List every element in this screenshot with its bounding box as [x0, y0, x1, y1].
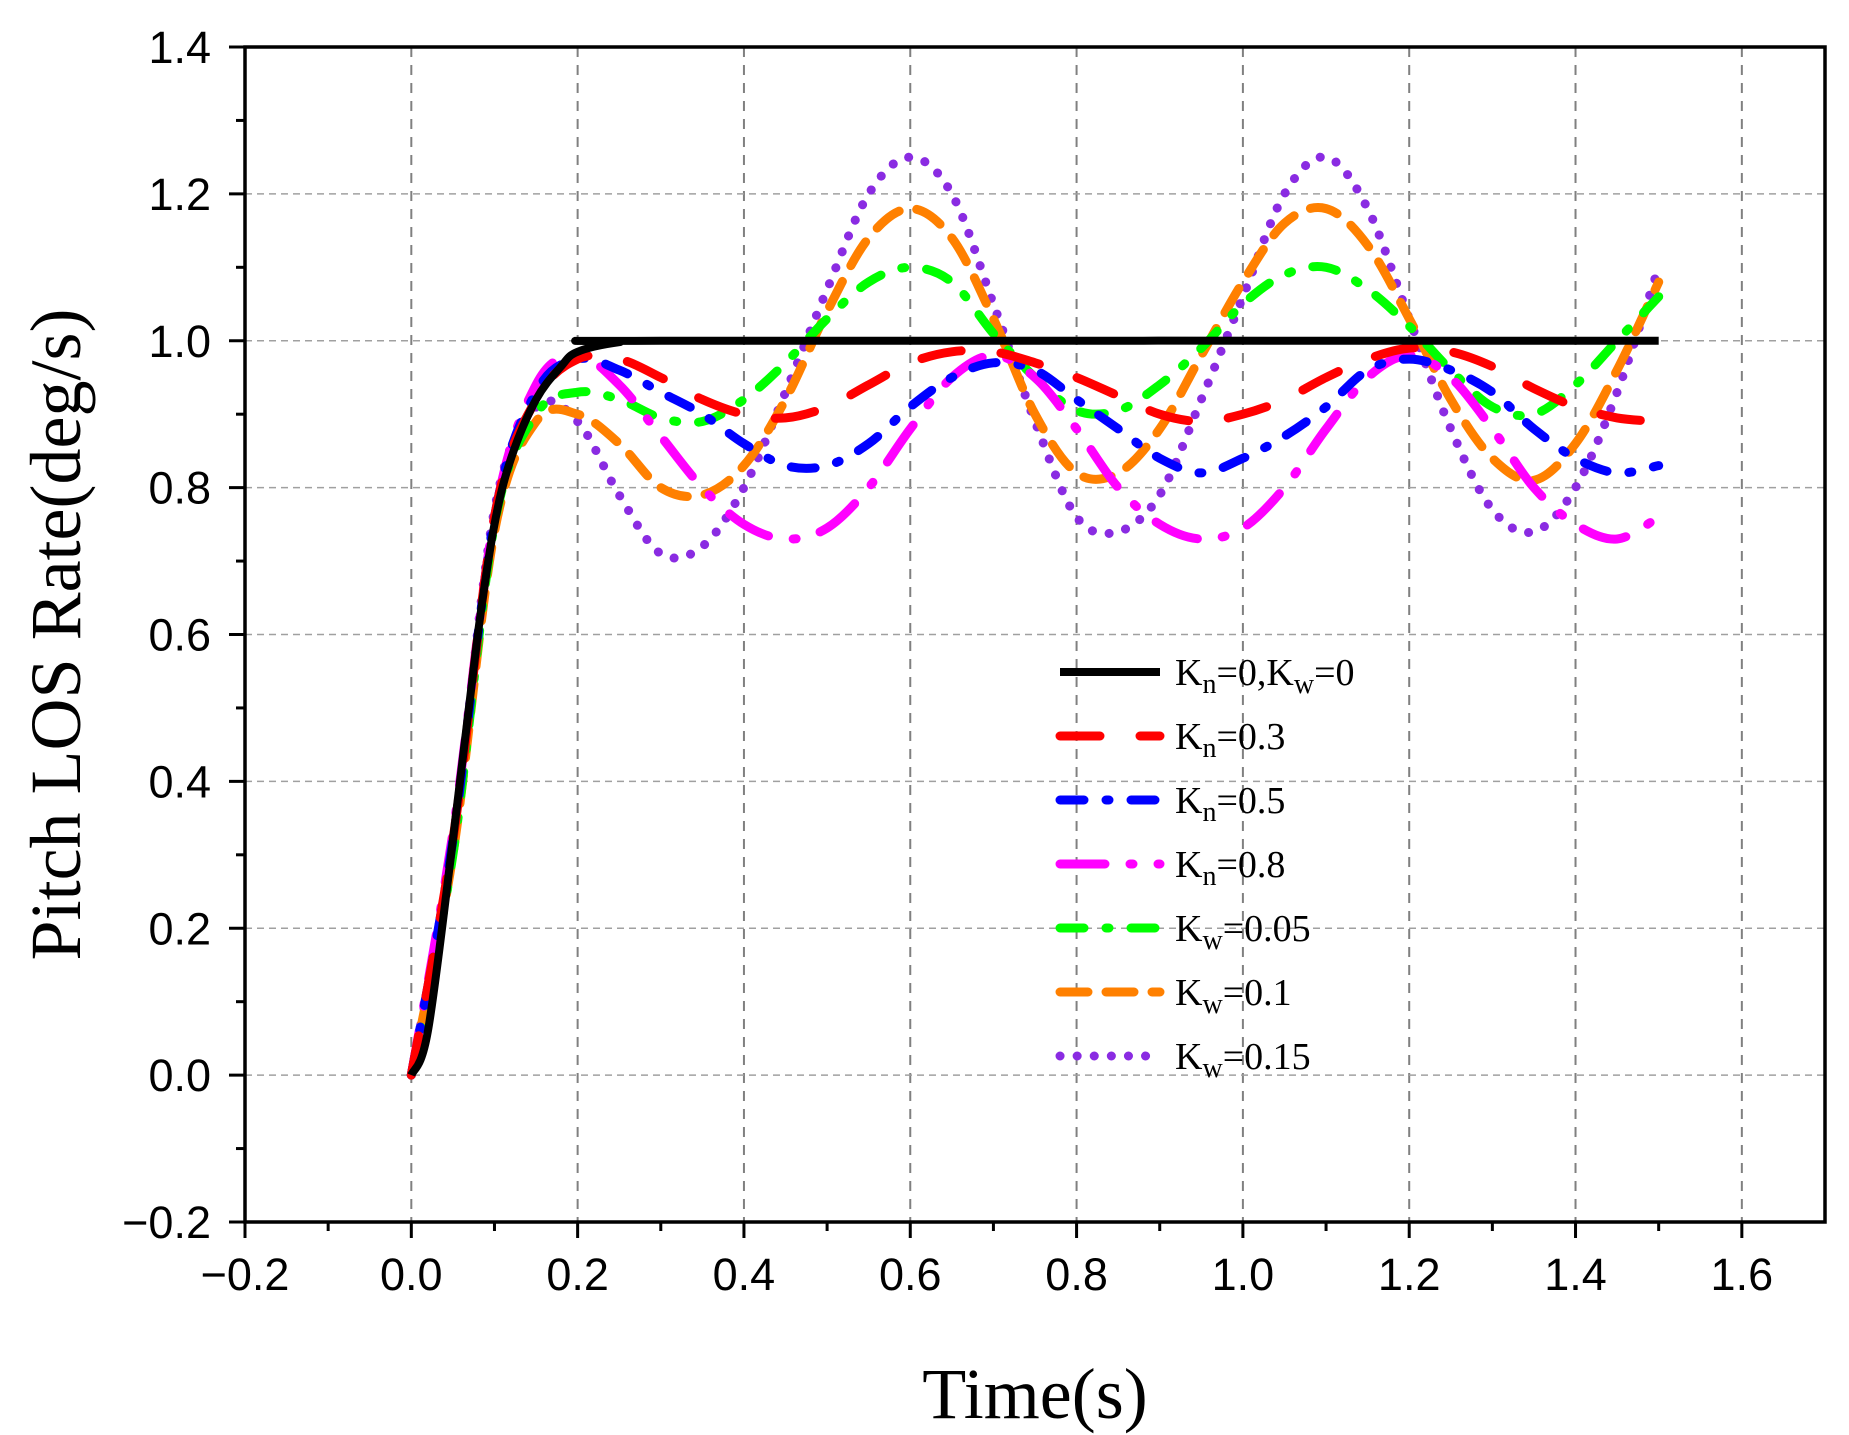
- y-tick-label: 0.4: [148, 756, 211, 807]
- legend: Kn=0,Kw=0 Kn=0.3 Kn=0.5 Kn=0.8 Kw=0.05 Kw=0.1…: [1055, 652, 1355, 1084]
- series-line-Kn=0.8: [406, 350, 1664, 1080]
- x-tick-label: 0.6: [879, 1249, 942, 1300]
- legend-label: Kw=0.05: [1175, 908, 1311, 956]
- y-tick-label: 1.0: [148, 316, 211, 367]
- y-tick-label: 0.0: [148, 1050, 211, 1101]
- grid: [245, 47, 1825, 1222]
- series-line-Kn=0,Kw=0: [407, 336, 1659, 1077]
- legend-label: Kw=0.1: [1175, 972, 1292, 1020]
- x-axis-title: Time(s): [922, 1354, 1147, 1434]
- x-tick-label: 1.2: [1378, 1249, 1441, 1300]
- series-line-Kn=0.5: [406, 353, 1664, 1080]
- series-line-Kw=0.05: [406, 262, 1664, 1080]
- series-group: [406, 152, 1664, 1080]
- legend-label: Kn=0.3: [1175, 716, 1285, 764]
- y-tick-label: 0.6: [148, 610, 211, 661]
- x-tick-label: 0.4: [713, 1249, 776, 1300]
- y-tick-label: 0.8: [148, 463, 211, 514]
- legend-label: Kn=0.5: [1175, 780, 1285, 828]
- x-tick-label: 1.6: [1711, 1249, 1774, 1300]
- x-tick-label: −0.2: [201, 1249, 290, 1300]
- x-tick-label: 0.2: [546, 1249, 609, 1300]
- x-tick-label: 0.0: [380, 1249, 443, 1300]
- x-tick-label: 0.8: [1045, 1249, 1108, 1300]
- legend-label: Kn=0.8: [1175, 844, 1285, 892]
- y-tick-label: 1.4: [148, 22, 211, 73]
- y-tick-label: 0.2: [148, 903, 211, 954]
- y-axis-title: Pitch LOS Rate(deg/s): [16, 309, 96, 961]
- y-tick-label: 1.2: [148, 169, 211, 220]
- series-line-Kw=0.1: [406, 203, 1664, 1080]
- axis-ticks: −0.2 0.0 0.2 0.4 0.6 0.8 1.0 1.2 1.4 1.6 −0.2 0.0 0.…: [122, 22, 1773, 1300]
- y-tick-label: −0.2: [122, 1197, 211, 1248]
- legend-label: Kw=0.15: [1175, 1036, 1311, 1084]
- x-tick-label: 1.0: [1212, 1249, 1275, 1300]
- x-tick-label: 1.4: [1544, 1249, 1607, 1300]
- legend-label: Kn=0,Kw=0: [1175, 652, 1355, 700]
